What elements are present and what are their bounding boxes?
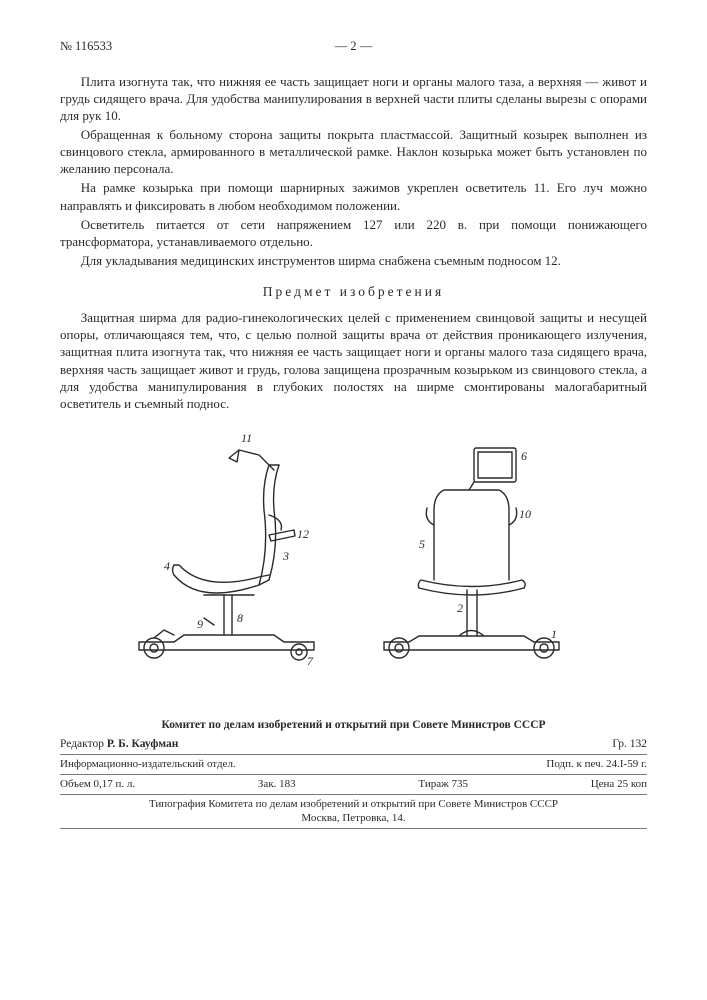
volume: Объем 0,17 п. л. xyxy=(60,777,135,792)
info-row-2: Объем 0,17 п. л. Зак. 183 Тираж 735 Цена… xyxy=(60,775,647,795)
svg-text:6: 6 xyxy=(521,449,527,463)
tirazh: Тираж 735 xyxy=(418,777,468,792)
order-no: Зак. 183 xyxy=(258,777,296,792)
svg-text:1: 1 xyxy=(551,627,557,641)
svg-text:7: 7 xyxy=(307,654,314,668)
svg-text:9: 9 xyxy=(197,617,203,631)
signed-date: Подп. к печ. 24.I-59 г. xyxy=(546,757,647,772)
device-figure-svg: 11 12 3 4 9 8 7 xyxy=(119,430,589,680)
imprint-footer: Комитет по делам изобретений и открытий … xyxy=(60,718,647,828)
paragraph-5: Для укладывания медицинских инструментов… xyxy=(60,252,647,269)
svg-text:11: 11 xyxy=(241,431,252,445)
paragraph-2: Обращенная к больному сторона защиты пок… xyxy=(60,126,647,177)
paragraph-3: На рамке козырька при помощи шарнирных з… xyxy=(60,179,647,213)
claims-heading: Предмет изобретения xyxy=(60,283,647,301)
paragraph-1: Плита изогнута так, что нижняя ее часть … xyxy=(60,73,647,124)
svg-text:12: 12 xyxy=(297,527,309,541)
svg-text:4: 4 xyxy=(164,559,170,573)
svg-text:8: 8 xyxy=(237,611,243,625)
svg-text:2: 2 xyxy=(457,601,463,615)
svg-text:3: 3 xyxy=(282,549,289,563)
svg-text:5: 5 xyxy=(419,537,425,551)
typography-row: Типография Комитета по делам изобретений… xyxy=(60,795,647,829)
price: Цена 25 коп xyxy=(591,777,647,792)
info-row-1: Информационно-издательский отдел. Подп. … xyxy=(60,755,647,775)
editor-row: Редактор Р. Б. Кауфман Гр. 132 xyxy=(60,737,647,755)
page-number: — 2 — xyxy=(335,38,373,55)
top-line: № 116533 — 2 — № 116533 xyxy=(60,38,647,55)
claims-text: Защитная ширма для радио-гинекологически… xyxy=(60,309,647,412)
typography-line-1: Типография Комитета по делам изобретений… xyxy=(149,797,558,812)
paragraph-4: Осветитель питается от сети напряжением … xyxy=(60,216,647,250)
doc-number: № 116533 xyxy=(60,38,112,55)
editor-label: Редактор xyxy=(60,738,104,750)
svg-text:10: 10 xyxy=(519,507,531,521)
figure: 11 12 3 4 9 8 7 xyxy=(60,430,647,684)
patent-page: № 116533 — 2 — № 116533 Плита изогнута т… xyxy=(0,0,707,869)
typography-line-2: Москва, Петровка, 14. xyxy=(301,811,405,826)
info-dept: Информационно-издательский отдел. xyxy=(60,757,236,772)
editor-name: Р. Б. Кауфман xyxy=(107,738,179,750)
group: Гр. 132 xyxy=(612,737,647,752)
committee-line: Комитет по делам изобретений и открытий … xyxy=(60,718,647,733)
